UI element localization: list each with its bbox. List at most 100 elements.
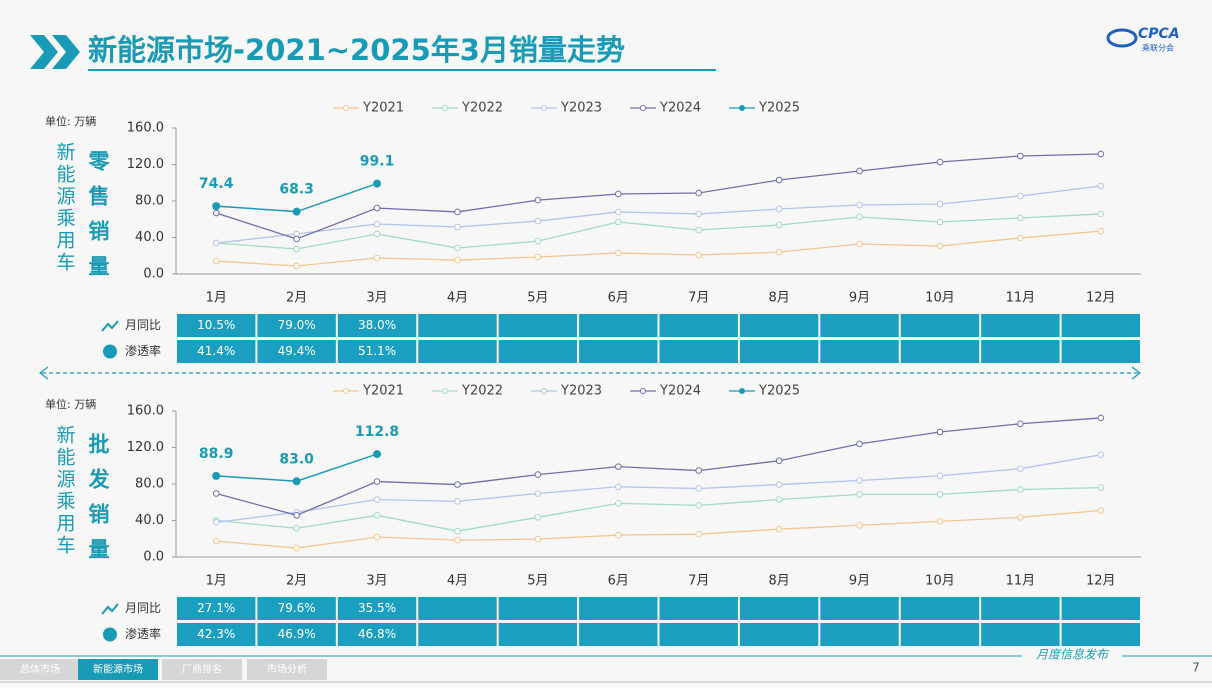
- tab-label: 总体市场: [20, 663, 60, 676]
- chart-title: 零售销量: [86, 150, 111, 290]
- tab: [0, 659, 80, 680]
- point: [1097, 507, 1105, 514]
- table-cell: [257, 340, 336, 363]
- point: [936, 518, 944, 525]
- data-label: 99.1: [360, 154, 395, 170]
- legend-marker: [541, 105, 547, 111]
- table-cell: [418, 623, 497, 646]
- legend-label: Y2023: [560, 384, 602, 399]
- legend-marker: [640, 105, 646, 111]
- point: [1017, 486, 1024, 493]
- legend-marker: [739, 388, 745, 394]
- point: [212, 490, 220, 497]
- y-tick-label: 120.0: [127, 157, 164, 172]
- y-tick-label: 160.0: [127, 121, 164, 136]
- point: [212, 471, 221, 480]
- logo-swoosh: [1106, 28, 1138, 48]
- point: [1097, 210, 1105, 218]
- table-cell: [820, 623, 899, 646]
- table-cell: [739, 314, 819, 337]
- point: [856, 440, 863, 448]
- cell-value: 79.6%: [278, 601, 316, 615]
- legend-label: Y2022: [461, 101, 503, 116]
- point: [856, 213, 863, 221]
- legend-label: Y2024: [659, 384, 701, 399]
- x-tick-label: 8月: [768, 574, 789, 589]
- table-cell: [579, 623, 658, 646]
- point: [1017, 234, 1024, 242]
- point: [212, 209, 220, 217]
- legend-label: Y2023: [560, 101, 602, 116]
- arrow-head: [39, 366, 49, 380]
- point: [212, 202, 221, 211]
- x-tick-label: 10月: [925, 291, 955, 306]
- point: [614, 500, 622, 507]
- legend-marker: [739, 105, 745, 111]
- table-cell: [820, 340, 899, 363]
- arrow-head: [1131, 366, 1141, 380]
- table-cell: [1061, 314, 1140, 337]
- table-cell: [337, 314, 417, 337]
- point: [1017, 192, 1024, 200]
- point: [1017, 420, 1024, 428]
- point: [534, 471, 542, 478]
- table-cell: [820, 597, 899, 620]
- table-cell: [739, 623, 819, 646]
- point: [534, 217, 542, 225]
- x-tick-label: 1月: [206, 574, 227, 589]
- table-cell: [981, 314, 1060, 337]
- pie-icon: [103, 627, 117, 642]
- table-cell: [659, 340, 738, 363]
- side-label: 新能源乘用车: [54, 142, 76, 274]
- y-tick-label: 40.0: [135, 513, 164, 528]
- x-tick-label: 3月: [366, 574, 387, 589]
- point: [454, 536, 461, 544]
- unit-label: 单位: 万辆: [45, 397, 96, 411]
- row-label: 渗透率: [125, 343, 161, 358]
- unit-label: 单位: 万辆: [45, 114, 96, 128]
- point: [373, 220, 381, 228]
- legend-label: Y2025: [758, 101, 800, 116]
- point: [614, 249, 622, 257]
- point: [695, 502, 703, 509]
- point: [293, 262, 300, 270]
- x-tick-label: 12月: [1086, 574, 1116, 589]
- point: [454, 481, 461, 488]
- x-tick-label: 2月: [286, 574, 307, 589]
- point: [1097, 182, 1105, 190]
- x-tick-label: 11月: [1006, 291, 1036, 306]
- x-tick-label: 9月: [849, 574, 870, 589]
- point: [293, 235, 300, 243]
- point: [454, 527, 461, 535]
- point: [454, 223, 461, 231]
- point: [1097, 484, 1105, 491]
- series-line: [216, 487, 1101, 532]
- point: [1097, 414, 1105, 422]
- point: [695, 251, 703, 259]
- point: [454, 208, 461, 216]
- legend-marker: [343, 105, 349, 111]
- chevron: [30, 35, 58, 69]
- point: [936, 428, 944, 436]
- point: [775, 457, 783, 465]
- point: [212, 537, 220, 545]
- legend-marker: [442, 105, 448, 111]
- point: [695, 530, 703, 538]
- data-label: 74.4: [199, 176, 234, 192]
- x-tick-label: 9月: [849, 291, 870, 306]
- table-cell: [498, 314, 578, 337]
- point: [936, 242, 944, 250]
- table-cell: [900, 623, 980, 646]
- point: [614, 483, 622, 491]
- table-cell: [820, 314, 899, 337]
- table-cell: [498, 597, 578, 620]
- point: [936, 491, 944, 498]
- y-tick-label: 0.0: [143, 550, 164, 565]
- table-cell: [900, 340, 980, 363]
- point: [856, 477, 863, 484]
- legend-label: Y2021: [362, 384, 404, 399]
- table-cell: [579, 597, 658, 620]
- point: [775, 525, 783, 533]
